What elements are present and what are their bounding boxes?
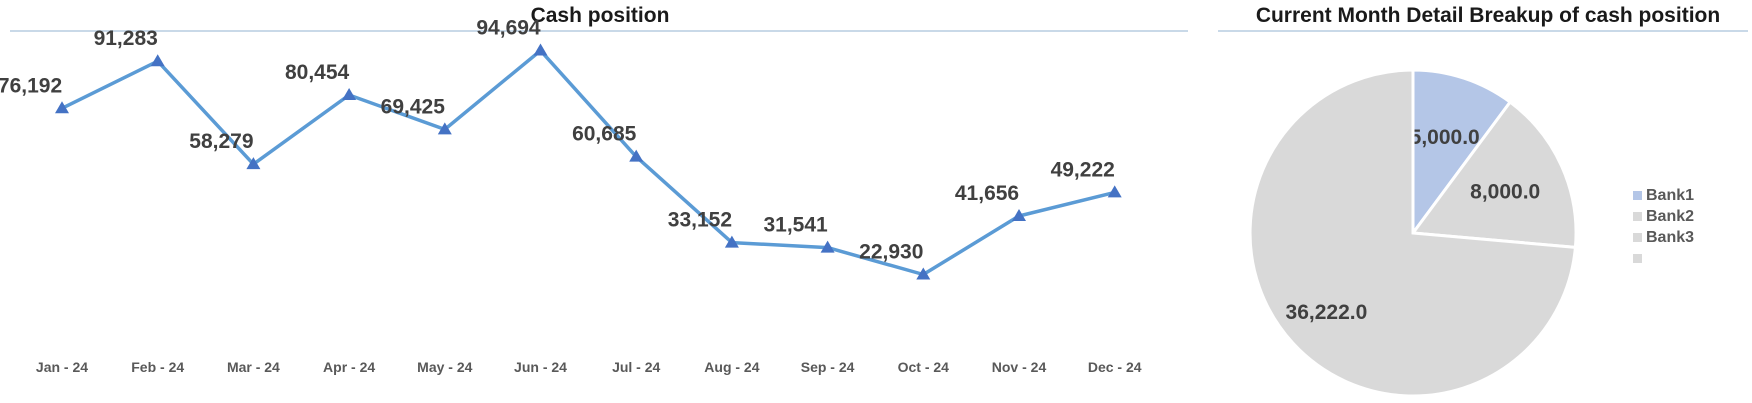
data-label: 33,152: [668, 209, 732, 232]
data-point-marker: [820, 240, 835, 253]
pie-slice-bank3: [1248, 68, 1578, 398]
x-tick-label: Oct - 24: [898, 359, 950, 375]
data-label: 76,192: [0, 74, 62, 97]
data-point-marker: [724, 235, 739, 248]
line-chart-title: Cash position: [530, 4, 670, 27]
data-label: 31,541: [763, 214, 828, 237]
data-label: 69,425: [381, 95, 446, 118]
data-label: 58,279: [189, 130, 253, 153]
pie-data-label: 5,000.0: [1410, 126, 1480, 149]
pie-slice-bank2: [1410, 100, 1578, 250]
data-point-marker: [342, 87, 357, 100]
legend-label: Bank3: [1646, 229, 1694, 246]
data-label: 94,694: [476, 17, 541, 40]
pie-title-divider: [1218, 30, 1748, 32]
data-label: 41,656: [955, 182, 1019, 205]
legend-swatch: [1633, 191, 1642, 200]
data-point-marker: [629, 149, 644, 162]
x-tick-label: Apr - 24: [323, 359, 375, 375]
data-point-marker: [533, 43, 548, 56]
legend-label: Bank1: [1646, 187, 1694, 204]
x-tick-label: Nov - 24: [992, 359, 1047, 375]
x-tick-label: Jun - 24: [514, 359, 567, 375]
legend-label: Bank2: [1646, 208, 1694, 225]
data-point-marker: [916, 267, 931, 280]
pie-data-label: 36,222.0: [1286, 301, 1368, 324]
line-title-divider: [10, 30, 1188, 32]
x-tick-label: Jul - 24: [612, 359, 660, 375]
legend-swatch: [1633, 212, 1642, 221]
x-tick-label: Jan - 24: [36, 359, 88, 375]
pie-chart-title: Current Month Detail Breakup of cash pos…: [1255, 4, 1721, 27]
data-label: 49,222: [1051, 158, 1115, 181]
data-point-marker: [1107, 185, 1122, 198]
x-tick-label: Mar - 24: [227, 359, 280, 375]
pie-data-label: 8,000.0: [1470, 181, 1540, 204]
x-tick-label: May - 24: [417, 359, 472, 375]
data-point-marker: [55, 101, 69, 114]
data-label: 22,930: [859, 240, 923, 263]
x-tick-label: Dec - 24: [1088, 359, 1142, 375]
x-tick-label: Aug - 24: [704, 359, 759, 375]
x-tick-label: Sep - 24: [801, 359, 855, 375]
data-label: 80,454: [285, 61, 350, 84]
data-point-marker: [150, 54, 165, 67]
pie-chart: 5,000.0 8,000.0 36,222.0 Bank1 Bank2 Bank3: [1248, 68, 1694, 398]
legend-swatch: [1633, 233, 1642, 242]
data-label: 60,685: [572, 123, 637, 146]
cash-position-line: [61, 48, 1116, 277]
x-tick-label: Feb - 24: [131, 359, 184, 375]
data-label: 91,283: [94, 27, 158, 50]
data-point-marker: [437, 122, 452, 135]
legend-swatch: [1633, 254, 1642, 263]
data-point-marker: [1012, 209, 1026, 222]
line-chart: 76,192 Jan - 24 91,283 Feb - 24 58,279 Mar - …: [0, 17, 1142, 375]
data-point-marker: [246, 157, 261, 170]
pie-slice-bank1: [1411, 68, 1513, 238]
